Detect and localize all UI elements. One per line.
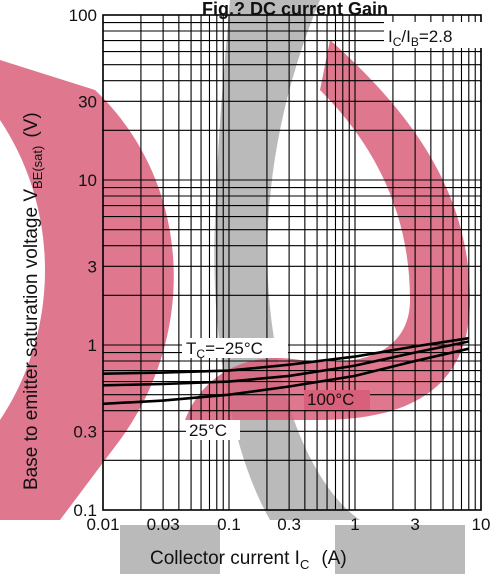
y-tick-label: 10	[78, 171, 97, 190]
annotation-25: 25°C	[189, 421, 227, 440]
x-axis-label: Collector current IC (A)	[150, 548, 347, 572]
annotation-bg	[186, 420, 240, 440]
annotation-100: 100°C	[307, 390, 354, 409]
annotation-bg	[182, 338, 288, 358]
x-tick-label: 0.01	[86, 515, 119, 534]
condition-label: IC/IB=2.8	[388, 27, 452, 49]
x-tick-label: 3	[410, 515, 419, 534]
annotation-minus25: TC=−25°C	[186, 339, 263, 361]
x-tick-label: 0.3	[277, 515, 301, 534]
watermark-shape	[185, 40, 470, 420]
tick-labels: 0.01 0.03 0.1 0.3 1 3 10 0.1 0.3 1 3 10 30 100	[69, 6, 491, 534]
x-tick-label: 0.03	[147, 515, 180, 534]
y-tick-label: 100	[69, 6, 97, 25]
chart-series	[102, 336, 470, 406]
y-tick-label: 0.1	[73, 501, 97, 520]
x-tick-label: 0.1	[217, 515, 241, 534]
y-tick-label: 3	[88, 257, 97, 276]
watermark	[0, 0, 470, 574]
x-tick-label: 10	[472, 515, 491, 534]
x-tick-label: 1	[350, 515, 359, 534]
chart-title: Fig.? DC current Gain	[202, 0, 388, 19]
watermark-shape	[335, 525, 465, 574]
condition-box	[384, 22, 482, 48]
watermark-shape	[0, 60, 174, 520]
series-line-3	[102, 347, 470, 406]
watermark-shape	[120, 525, 220, 574]
annotation-bg	[304, 390, 370, 410]
y-tick-label: 0.3	[73, 422, 97, 441]
y-tick-label: 1	[88, 336, 97, 355]
series-line-2	[102, 340, 470, 387]
plot-frame	[102, 14, 482, 511]
y-tick-label: 30	[78, 92, 97, 111]
series-line-1	[102, 336, 469, 375]
y-axis-label: Base to emitter saturation voltage VBE(s…	[21, 112, 45, 490]
